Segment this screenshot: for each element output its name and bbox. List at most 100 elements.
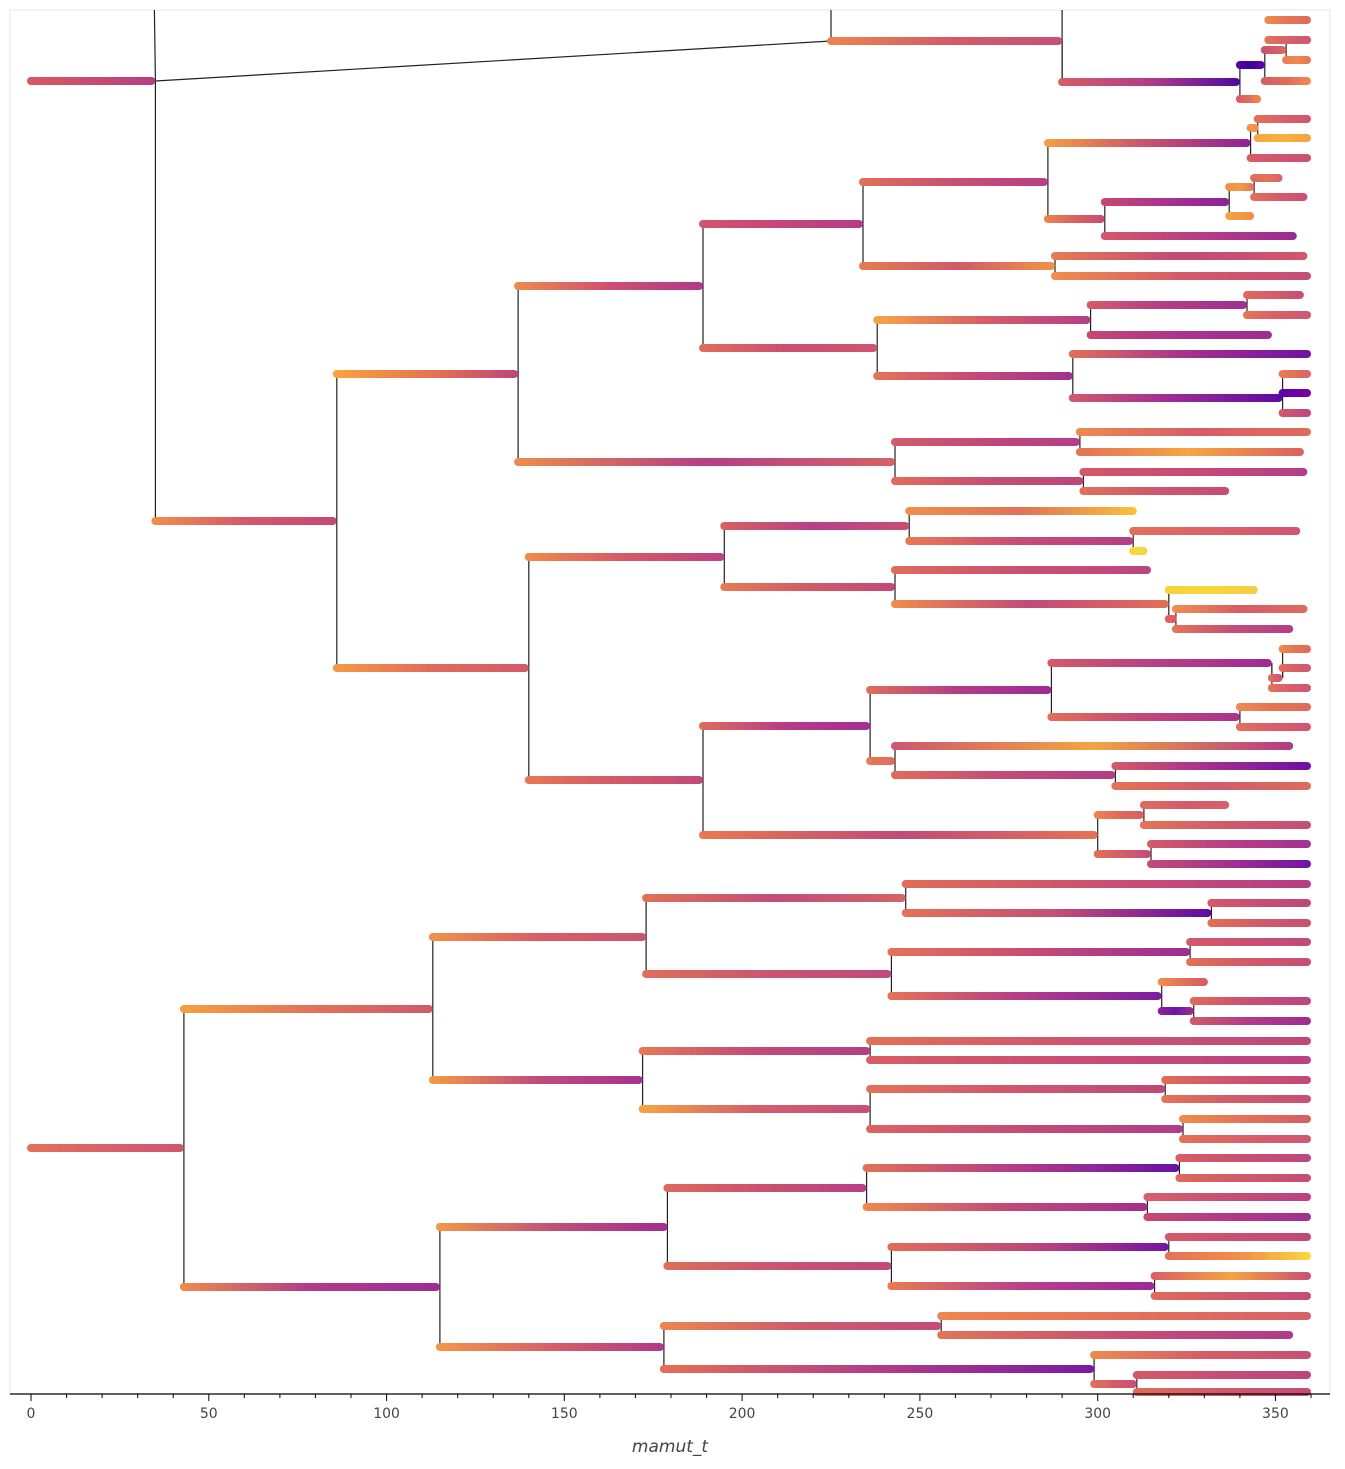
track-segment <box>1225 183 1255 191</box>
track-segment <box>1267 674 1283 682</box>
track-segment <box>1225 212 1255 220</box>
x-tick-label: 300 <box>1084 1406 1111 1422</box>
track-segment <box>901 909 1212 917</box>
track-segment <box>1129 527 1301 535</box>
track-segment <box>1264 36 1311 44</box>
lineage-connector <box>153 9 156 82</box>
x-tick-label: 0 <box>27 1406 36 1422</box>
track-segment <box>1086 301 1247 309</box>
track-segment <box>937 1312 1311 1320</box>
track-segment <box>1132 1371 1311 1379</box>
track-segment <box>1043 139 1251 147</box>
track-segment <box>435 1223 668 1231</box>
track-segment <box>827 37 1063 45</box>
track-segment <box>1175 1154 1311 1162</box>
track-segment <box>1243 311 1311 319</box>
x-tick-label: 250 <box>907 1406 934 1422</box>
track-segment <box>1075 448 1304 456</box>
track-segment <box>1090 1351 1311 1359</box>
track-segment <box>151 517 337 525</box>
track-segment <box>1278 370 1311 378</box>
track-segment <box>642 894 906 902</box>
track-segment <box>663 1184 867 1192</box>
track-segment <box>873 316 1091 324</box>
track-segment <box>179 1283 440 1291</box>
track-segment <box>428 933 647 941</box>
track-segment <box>1093 811 1144 819</box>
track-segment <box>866 1125 1183 1133</box>
track-segment <box>1139 821 1311 829</box>
track-segment <box>866 1056 1311 1064</box>
track-segment <box>659 1365 1095 1373</box>
track-segment <box>1207 899 1311 907</box>
track-segment <box>859 178 1048 186</box>
track-segment <box>524 776 703 784</box>
track-segment <box>862 1164 1180 1172</box>
track-segment <box>887 1282 1155 1290</box>
track-segment <box>699 722 871 730</box>
track-segment <box>720 583 895 591</box>
track-segment <box>1278 645 1311 653</box>
track-segment <box>1235 61 1265 69</box>
track-segment <box>1079 487 1230 495</box>
track-segment <box>1100 232 1297 240</box>
track-segment <box>1111 762 1311 770</box>
track-segment <box>1147 860 1311 868</box>
track-segment <box>524 553 725 561</box>
track-segment <box>1157 1007 1194 1015</box>
track-segment <box>659 1322 942 1330</box>
track-segment <box>1150 1272 1311 1280</box>
track-segment <box>1157 978 1208 986</box>
track-segment <box>1051 272 1311 280</box>
track-segment <box>1253 115 1311 123</box>
track-segment <box>720 522 910 530</box>
track-segment <box>1235 703 1311 711</box>
track-segment <box>1171 605 1308 613</box>
track-segment <box>1267 684 1311 692</box>
track-segment <box>1090 1380 1137 1388</box>
track-segment <box>435 1343 664 1351</box>
track-segment <box>1111 782 1311 790</box>
track-segment <box>1278 389 1311 397</box>
x-axis-title: mamut_t <box>632 1437 709 1457</box>
x-tick-label: 100 <box>373 1406 400 1422</box>
track-segment <box>1235 723 1311 731</box>
track-segment <box>901 880 1311 888</box>
track-segment <box>1186 938 1311 946</box>
track-segment <box>891 771 1116 779</box>
track-segment <box>332 370 519 378</box>
x-tick-label: 50 <box>200 1406 218 1422</box>
track-segment <box>1179 1115 1311 1123</box>
track-segment <box>887 1243 1169 1251</box>
lineage-connector <box>155 40 832 82</box>
track-segment <box>1164 1233 1311 1241</box>
track-segment <box>891 477 1084 485</box>
track-segment <box>179 1005 433 1013</box>
track-segment <box>27 77 156 85</box>
track-segment <box>638 1105 871 1113</box>
track-segment <box>891 566 1151 574</box>
track-segment <box>1189 997 1311 1005</box>
track-segment <box>1079 468 1308 476</box>
track-segment <box>891 742 1294 750</box>
track-segment <box>866 1037 1311 1045</box>
track-segment <box>1278 409 1311 417</box>
track-segment <box>1068 350 1311 358</box>
x-axis-ticks: 0 50 100 150 200 250 300 350 <box>27 1394 1312 1422</box>
track-segment <box>1164 615 1177 623</box>
track-segment <box>1260 46 1287 54</box>
track-segment <box>1100 198 1230 206</box>
track-segment <box>1175 1174 1311 1182</box>
track-segment <box>1051 252 1308 260</box>
track-segment <box>1047 659 1272 667</box>
track-segment <box>859 262 1055 270</box>
track-segment <box>891 600 1169 608</box>
track-segment <box>1043 215 1105 223</box>
track-segment <box>699 831 1098 839</box>
track-segment <box>1253 134 1311 142</box>
track-segment <box>1147 840 1311 848</box>
track-segment <box>1093 850 1151 858</box>
track-segment <box>27 1144 184 1152</box>
